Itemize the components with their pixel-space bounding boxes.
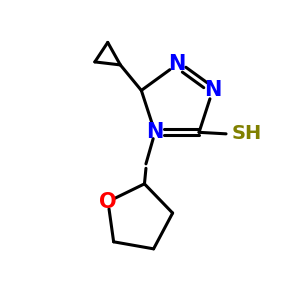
Text: N: N (168, 55, 186, 74)
Text: O: O (99, 192, 117, 212)
Text: N: N (146, 122, 164, 142)
Text: N: N (204, 80, 221, 100)
Text: SH: SH (232, 124, 262, 143)
